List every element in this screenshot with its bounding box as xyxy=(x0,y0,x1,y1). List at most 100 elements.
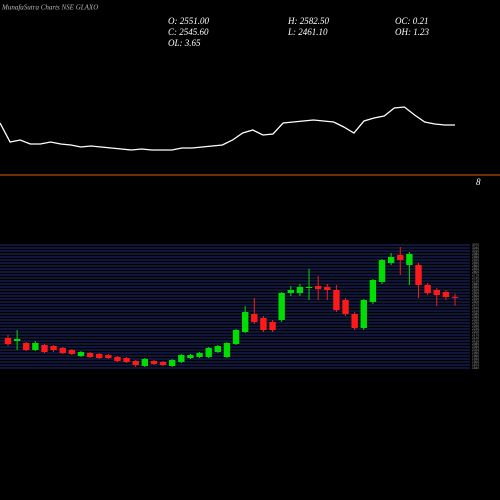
y-tick-label: 1900 xyxy=(472,360,479,364)
y-tick-label: 2020 xyxy=(472,348,479,352)
chart-title: MunafaSutra Charts NSE GLAXO xyxy=(1,4,98,12)
candle-body xyxy=(96,354,103,358)
y-tick-label: 1960 xyxy=(472,354,479,358)
y-tick-label: 1930 xyxy=(472,357,479,361)
candle-body xyxy=(214,346,222,352)
candle-body xyxy=(324,287,331,290)
candle-body xyxy=(232,330,240,344)
candle-body xyxy=(205,348,212,357)
y-tick-label: 2680 xyxy=(472,282,479,286)
candle-body xyxy=(77,352,85,356)
y-tick-label: 2740 xyxy=(472,276,479,280)
y-tick-label: 2770 xyxy=(472,273,479,277)
y-tick-label: 1840 xyxy=(472,366,479,370)
candle-body xyxy=(406,254,413,265)
candle-body xyxy=(196,353,203,357)
y-tick-label: 2650 xyxy=(472,285,479,289)
candle-body xyxy=(278,293,285,320)
indicator-line xyxy=(0,106,455,151)
y-tick-label: 2800 xyxy=(472,270,479,274)
candle-body xyxy=(424,285,431,293)
candle-body xyxy=(132,361,139,365)
reference-label: 8 xyxy=(476,177,481,187)
y-tick-label: 2320 xyxy=(472,318,479,322)
candle-body xyxy=(269,322,276,330)
y-tick-label: 2290 xyxy=(472,321,479,325)
candle-body xyxy=(123,358,130,362)
y-tick-label: 2230 xyxy=(472,327,479,331)
stat: H: 2582.50 xyxy=(287,16,329,26)
candle-body xyxy=(32,343,39,350)
stat: O: 2551.00 xyxy=(168,16,209,26)
candle-body xyxy=(187,355,194,358)
y-tick-label: 1990 xyxy=(472,351,479,355)
candle-body xyxy=(442,292,450,297)
candle-body xyxy=(41,345,48,352)
y-tick-label: 2920 xyxy=(472,258,479,262)
candle-body xyxy=(105,355,112,358)
candle-body xyxy=(360,300,367,328)
y-tick-label: 2440 xyxy=(472,306,479,310)
candle-body xyxy=(333,290,340,310)
y-tick-label: 2110 xyxy=(472,339,479,343)
candle-body xyxy=(241,312,249,332)
stat: L: 2461.10 xyxy=(287,27,328,37)
candle-body xyxy=(4,338,12,344)
y-tick-label: 2530 xyxy=(472,297,479,301)
candle-body xyxy=(433,290,440,295)
candle-body xyxy=(415,265,422,285)
candle-body xyxy=(397,255,404,260)
stat: OC: 0.21 xyxy=(395,16,429,26)
candle-body xyxy=(23,343,30,350)
candle-body xyxy=(178,355,185,362)
candle-body xyxy=(251,314,258,322)
y-tick-label: 3070 xyxy=(472,243,479,247)
candle-body xyxy=(223,343,231,357)
candle-body xyxy=(150,361,158,364)
candle-body xyxy=(260,318,267,330)
candle-body xyxy=(13,339,21,341)
candle-body xyxy=(86,353,94,357)
candle-body xyxy=(342,300,349,314)
y-tick-label: 2710 xyxy=(472,279,479,283)
candle-body xyxy=(378,260,386,282)
y-tick-label: 2050 xyxy=(472,345,479,349)
candle-body xyxy=(50,346,57,350)
stat: C: 2545.60 xyxy=(168,27,209,37)
y-tick-label: 1870 xyxy=(472,363,479,367)
candle-body xyxy=(114,357,121,361)
candle-body xyxy=(351,314,358,328)
y-tick-label: 2410 xyxy=(472,309,479,313)
y-tick-label: 2890 xyxy=(472,261,479,265)
y-tick-label: 3040 xyxy=(472,246,479,250)
stat: OH: 1.23 xyxy=(395,27,429,37)
y-tick-label: 2080 xyxy=(472,342,479,346)
candle-body xyxy=(314,286,322,289)
y-tick-label: 2200 xyxy=(472,330,479,334)
candle-body xyxy=(369,280,377,302)
y-tick-label: 2170 xyxy=(472,333,479,337)
y-tick-label: 2500 xyxy=(472,300,479,304)
y-tick-label: 2140 xyxy=(472,336,479,340)
candle-body xyxy=(141,359,149,366)
candle-body xyxy=(296,287,304,293)
y-tick-label: 2830 xyxy=(472,267,479,271)
candle-body xyxy=(159,362,167,365)
y-tick-label: 2470 xyxy=(472,303,479,307)
stat: OL: 3.65 xyxy=(168,38,201,48)
y-tick-label: 2380 xyxy=(472,312,479,316)
y-tick-label: 2590 xyxy=(472,291,479,295)
y-tick-label: 3010 xyxy=(472,249,479,253)
candle-body xyxy=(59,348,66,353)
candle-body xyxy=(287,290,294,293)
candle-body xyxy=(169,360,176,366)
y-tick-label: 2560 xyxy=(472,294,479,298)
candle-body xyxy=(387,257,395,263)
y-tick-label: 2860 xyxy=(472,264,479,268)
candle-body xyxy=(451,296,459,298)
y-tick-label: 2950 xyxy=(472,255,479,259)
candle-body xyxy=(68,350,76,354)
y-tick-label: 2260 xyxy=(472,324,479,328)
y-tick-label: 2980 xyxy=(472,252,479,256)
